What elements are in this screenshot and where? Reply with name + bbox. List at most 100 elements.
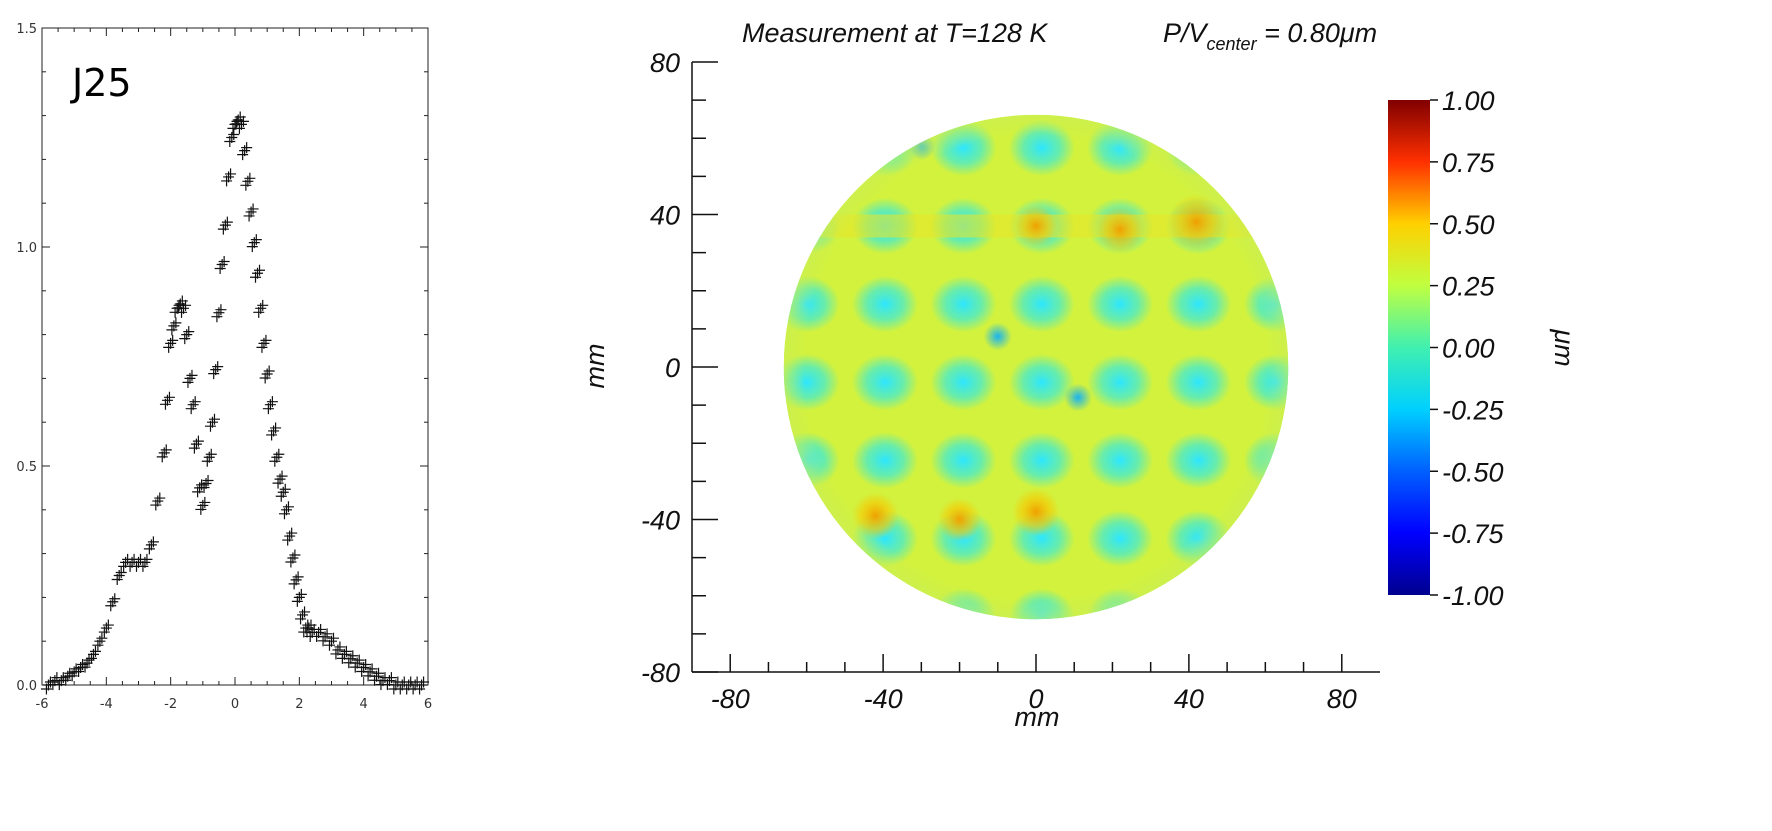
y-tick-label: 0.0 <box>16 679 37 694</box>
data-point <box>98 626 110 638</box>
data-point <box>156 451 168 463</box>
data-point <box>288 578 300 590</box>
data-point <box>270 422 282 434</box>
colorbar-label: μm <box>1549 328 1579 366</box>
colorbar-tick-label: 0.25 <box>1442 272 1496 302</box>
data-point <box>385 672 397 684</box>
data-point <box>282 534 294 546</box>
data-point <box>102 619 114 631</box>
data-point <box>241 142 253 154</box>
x-tick-label: -80 <box>711 684 750 714</box>
pv-symbol: P/V <box>1163 18 1210 48</box>
data-point <box>225 168 237 180</box>
data-point <box>254 264 266 276</box>
colorbar-tick-label: 0.75 <box>1442 148 1496 178</box>
x-tick-label: 2 <box>295 697 303 712</box>
data-point <box>214 263 226 275</box>
aperture-rim <box>783 114 1289 620</box>
data-point <box>266 396 278 408</box>
data-point <box>70 663 82 675</box>
data-point <box>115 567 127 578</box>
y-axis-label: mm <box>580 344 610 389</box>
data-point <box>295 588 307 600</box>
y-axis: 0.0 0.5 1.0 1.5 <box>16 22 428 694</box>
data-point <box>163 391 175 403</box>
data-point <box>208 413 220 425</box>
chart-subtitle: P/Vcenter = 0.80μm <box>1163 18 1377 54</box>
data-point <box>83 654 95 666</box>
data-point <box>64 667 76 679</box>
data-point <box>240 179 252 191</box>
data-point <box>324 639 335 651</box>
colorbar-tick-label: -0.25 <box>1442 395 1505 425</box>
data-point <box>79 661 91 673</box>
data-point <box>179 333 191 345</box>
data-point <box>347 650 359 662</box>
data-point <box>246 241 258 253</box>
data-point <box>137 560 149 572</box>
x-tick-label: -40 <box>864 684 903 714</box>
data-point <box>253 306 265 318</box>
data-point <box>215 304 227 316</box>
data-point <box>263 365 275 377</box>
data-point <box>257 299 269 311</box>
data-point <box>89 645 101 657</box>
data-point <box>176 306 188 318</box>
data-point <box>195 503 207 515</box>
data-point <box>77 658 89 670</box>
data-point <box>53 679 65 691</box>
data-point <box>57 672 69 684</box>
data-point <box>147 536 159 548</box>
data-point <box>291 595 303 607</box>
data-point <box>276 470 288 482</box>
data-point <box>259 372 271 384</box>
data-point <box>212 361 224 373</box>
x-tick-label: 80 <box>1327 684 1357 714</box>
data-point <box>182 376 194 388</box>
y-tick-label: 80 <box>650 48 680 78</box>
data-point <box>289 549 301 561</box>
surface-map-chart: Measurement at T=128 K P/Vcenter = 0.80μ… <box>580 18 1579 732</box>
data-point <box>353 654 365 666</box>
data-point <box>141 553 153 565</box>
data-point <box>285 556 297 568</box>
data-point <box>228 129 240 140</box>
data-point <box>247 203 259 215</box>
data-point <box>201 455 213 467</box>
data-point <box>224 136 236 147</box>
data-point <box>211 311 223 323</box>
aperture-map <box>783 114 1289 620</box>
data-point <box>218 256 230 268</box>
data-point <box>192 435 204 447</box>
data-point <box>183 326 195 338</box>
data-point <box>233 122 245 134</box>
data-point <box>143 543 155 555</box>
x-tick-label: 4 <box>360 697 368 712</box>
colorbar-tick-label: -0.75 <box>1442 519 1505 549</box>
data-point <box>275 490 287 502</box>
data-point <box>237 115 249 127</box>
data-point <box>208 368 220 380</box>
x-tick-label: 0 <box>231 697 239 712</box>
data-point <box>167 334 179 346</box>
data-point <box>328 632 339 644</box>
profile-scatter-chart: -6 -4 -2 0 2 4 6 0.0 0.5 1.0 1.5 J25 <box>16 22 432 712</box>
colorbar-tick-label: 0.00 <box>1442 334 1495 364</box>
colorbar-scale <box>1388 100 1430 595</box>
data-point <box>192 486 204 498</box>
y-tick-label: 0.5 <box>16 460 37 475</box>
data-point <box>256 341 268 353</box>
data-point <box>250 234 262 246</box>
data-point <box>237 149 249 161</box>
data-point <box>286 527 298 539</box>
data-point <box>198 482 210 494</box>
data-point <box>272 477 284 489</box>
data-point <box>185 403 197 415</box>
data-point <box>160 444 172 456</box>
data-point <box>180 299 192 311</box>
data-point <box>166 324 178 336</box>
plot-annotation: J25 <box>70 61 132 105</box>
data-point <box>96 632 108 644</box>
x-tick-label: 40 <box>1174 684 1204 714</box>
y-tick-label: 0 <box>665 353 680 383</box>
